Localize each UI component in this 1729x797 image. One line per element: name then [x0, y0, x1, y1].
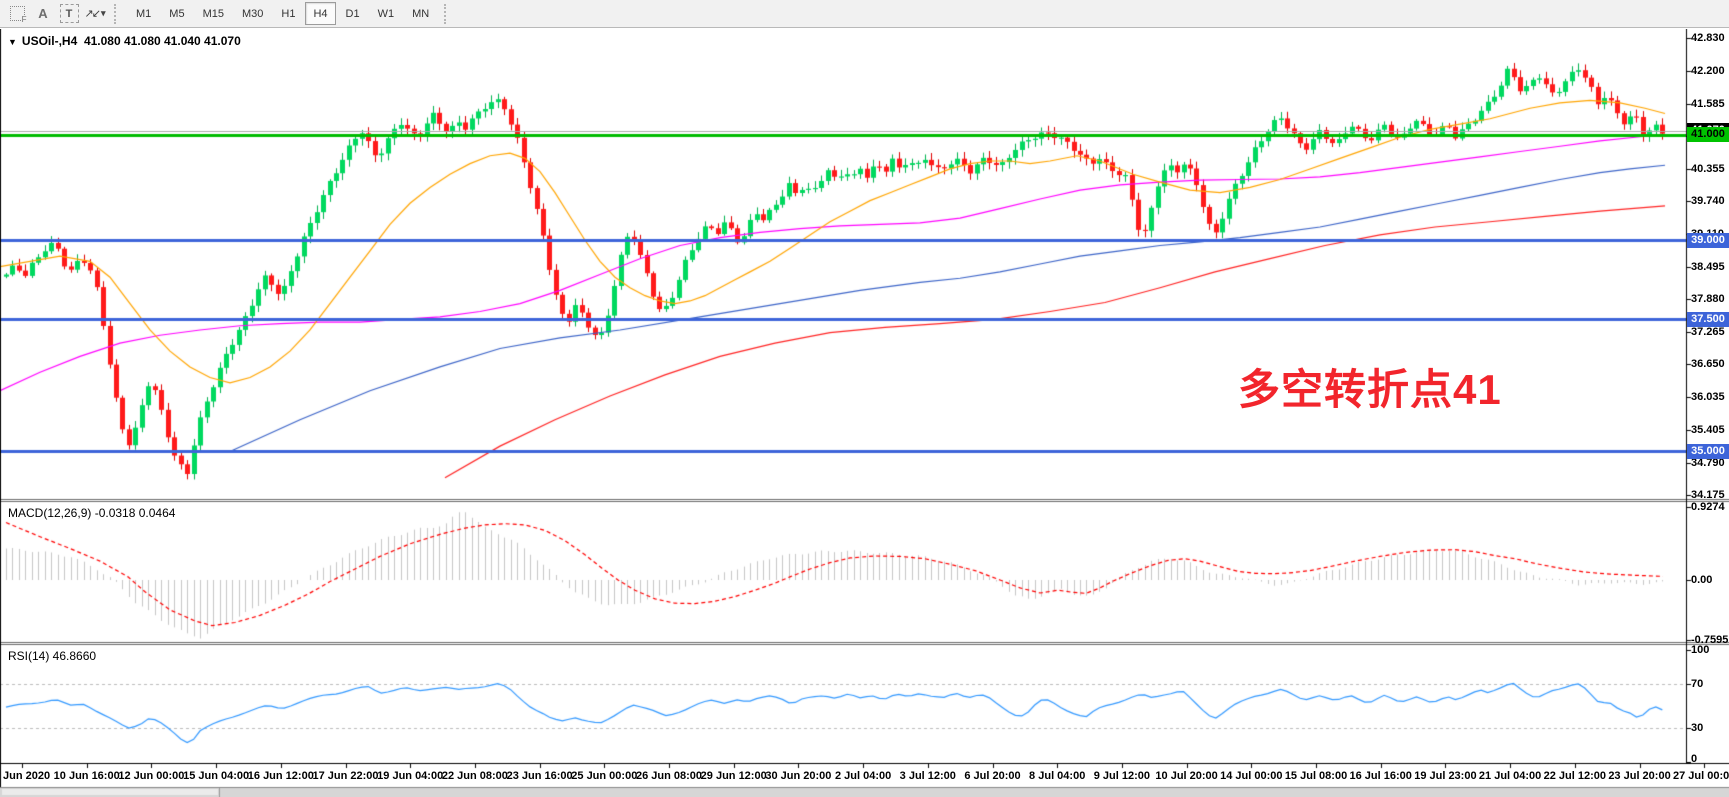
- price-axis-tick: 36.650: [1691, 358, 1725, 371]
- macd-axis-tick: -0.7595: [1691, 633, 1729, 646]
- price-axis-tick: 36.035: [1691, 390, 1725, 403]
- time-axis-label: 19 Jun 04:00: [377, 770, 444, 782]
- price-badge: 35.000: [1687, 443, 1729, 459]
- price-axis-tick: 37.265: [1691, 325, 1725, 338]
- chart-dropdown-icon[interactable]: ▼: [8, 37, 17, 47]
- time-axis-label: 23 Jul 20:00: [1608, 770, 1671, 782]
- time-axis-label: 29 Jun 12:00: [700, 770, 767, 782]
- time-axis-label: 16 Jul 16:00: [1349, 770, 1412, 782]
- time-axis-label: 10 Jun 16:00: [53, 770, 120, 782]
- time-axis-label: 10 Jul 20:00: [1155, 770, 1218, 782]
- text-label-icon[interactable]: A: [38, 6, 48, 21]
- chart-window: ▼ USOil-,H4 41.080 41.080 41.040 41.070 M…: [0, 29, 1729, 797]
- time-axis-label: 23 Jun 16:00: [506, 770, 573, 782]
- text-tool-icon[interactable]: T: [57, 3, 81, 25]
- timeframe-button-m5[interactable]: M5: [169, 7, 185, 20]
- chart-canvas[interactable]: [0, 29, 1729, 797]
- time-axis-label: 9 Jul 12:00: [1093, 770, 1151, 782]
- time-axis-label: 22 Jun 08:00: [441, 770, 508, 782]
- timeframe-button-m15[interactable]: M15: [202, 7, 224, 20]
- price-axis-tick: 40.355: [1691, 162, 1725, 175]
- macd-axis-tick: 0.00: [1691, 574, 1713, 586]
- time-axis-label: 6 Jul 20:00: [964, 770, 1021, 782]
- macd-indicator-label: MACD(12,26,9) -0.0318 0.0464: [8, 506, 176, 520]
- time-axis-label: 14 Jul 00:00: [1220, 770, 1283, 782]
- timeframe-button-h4[interactable]: H4: [305, 2, 336, 25]
- price-axis-tick: 35.405: [1691, 424, 1725, 437]
- price-badge: 37.500: [1687, 311, 1729, 327]
- price-axis-tick: 42.200: [1691, 65, 1725, 78]
- toolbar: F A T ↗↙ ▾ M1 M5 M15 M30 H1 H4 D1 W1 MN: [0, 0, 1729, 28]
- time-axis-label: 9 Jun 2020: [0, 770, 51, 782]
- time-axis-label: 21 Jul 04:00: [1478, 770, 1542, 782]
- time-axis-label: 25 Jun 00:00: [571, 770, 638, 782]
- rsi-axis-tick: 0: [1691, 753, 1698, 765]
- timeframe-button-h1[interactable]: H1: [281, 7, 296, 20]
- chart-annotation-text: 多空转折点41: [1238, 366, 1502, 413]
- timeframe-button-w1[interactable]: W1: [377, 7, 395, 20]
- price-axis-tick: 34.175: [1691, 488, 1725, 501]
- time-axis-label: 2 Jul 04:00: [834, 770, 892, 782]
- time-axis-label: 8 Jul 04:00: [1029, 770, 1086, 782]
- snap-grid-icon[interactable]: F: [5, 3, 29, 25]
- toolbar-grip[interactable]: [444, 3, 451, 24]
- time-axis-label: 27 Jul 00:00: [1673, 770, 1729, 782]
- chart-symbol-label: USOil-,H4: [21, 34, 78, 48]
- macd-axis-tick: 0.9274: [1691, 501, 1725, 513]
- time-axis-label: 19 Jul 23:00: [1414, 770, 1477, 782]
- price-axis-tick: 38.495: [1691, 260, 1725, 273]
- chart-title: ▼ USOil-,H4 41.080 41.080 41.040 41.070: [8, 34, 241, 48]
- price-axis-tick: 41.585: [1691, 97, 1725, 110]
- time-axis-label: 22 Jul 12:00: [1543, 770, 1606, 782]
- time-axis-label: 26 Jun 08:00: [635, 770, 703, 782]
- time-axis-label: 15 Jul 08:00: [1284, 770, 1348, 782]
- time-axis-label: 17 Jun 22:00: [312, 770, 379, 782]
- timeframe-button-m1[interactable]: M1: [136, 7, 152, 20]
- price-axis-tick: 34.790: [1691, 456, 1725, 469]
- toolbar-grip[interactable]: [114, 3, 121, 24]
- time-axis-label: 15 Jun 04:00: [183, 770, 250, 782]
- timeframe-button-mn[interactable]: MN: [412, 7, 430, 20]
- timeframe-button-d1[interactable]: D1: [345, 7, 360, 20]
- price-axis-tick: 37.880: [1691, 293, 1725, 306]
- rsi-axis-tick: 100: [1691, 644, 1710, 656]
- price-axis-tick: 39.740: [1691, 195, 1725, 208]
- timeframe-button-m30[interactable]: M30: [241, 7, 264, 20]
- chart-ohlc-values: 41.080 41.080 41.040 41.070: [83, 34, 241, 48]
- rsi-indicator-label: RSI(14) 46.8660: [8, 649, 97, 663]
- time-axis-label: 12 Jun 00:00: [118, 770, 185, 782]
- rsi-axis-tick: 30: [1691, 722, 1704, 735]
- price-badge: 39.000: [1687, 232, 1729, 248]
- dropdown-caret-icon[interactable]: ▾: [100, 8, 106, 18]
- time-axis-label: 16 Jun 12:00: [247, 770, 314, 782]
- toolbar-icons: F A T ↗↙ ▾: [4, 3, 108, 25]
- time-axis-label: 30 Jun 20:00: [765, 770, 832, 782]
- time-axis-label: 3 Jul 12:00: [899, 770, 956, 782]
- price-badge: 41.000: [1687, 127, 1729, 143]
- price-axis-tick: 42.830: [1691, 32, 1725, 44]
- rsi-axis-tick: 70: [1691, 677, 1704, 690]
- cursor-arrows-icon[interactable]: ↗↙ ▾: [84, 8, 106, 20]
